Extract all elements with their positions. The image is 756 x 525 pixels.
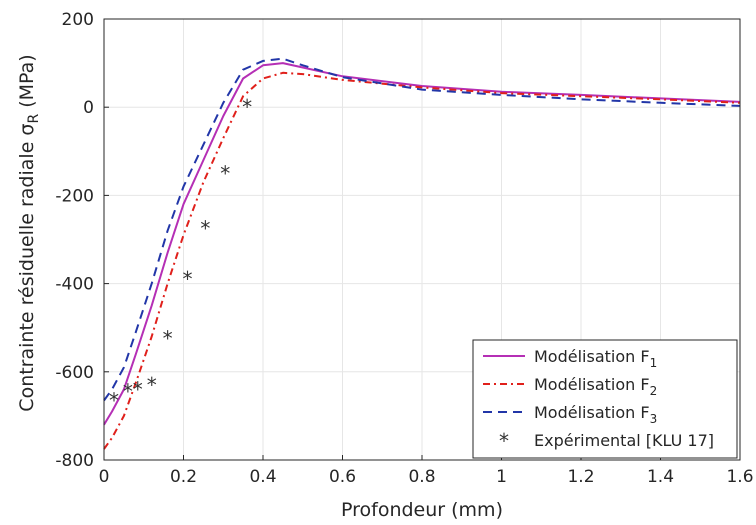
legend-label-f1-sub: 1 (650, 356, 658, 370)
x-tick-label: 1.2 (567, 467, 594, 487)
plot-frame (103, 18, 741, 461)
x-tick-label: 0.6 (329, 467, 356, 487)
legend: Modélisation F1 Modélisation F2 Modélisa… (472, 339, 738, 459)
experimental-point: * (109, 388, 119, 412)
x-axis-ticks: 0 0.2 0.4 0.6 0.8 1 1.2 1.4 1.6 (99, 455, 754, 487)
x-tick-label: 1.4 (647, 467, 674, 487)
y-axis-title-main: Contrainte résiduelle radiale σ (16, 124, 38, 412)
series-layer: * * * ****** (103, 57, 741, 450)
x-tick-label: 0.2 (170, 467, 197, 487)
y-axis-ticks: -800 -600 -400 -200 0 200 (55, 10, 109, 471)
experimental-point: * (123, 380, 133, 404)
x-tick-label: 1.6 (726, 467, 753, 487)
y-tick-label: -200 (55, 186, 94, 206)
series-line-f1 (103, 62, 741, 426)
legend-label-f3: Modélisation F3 (534, 403, 657, 426)
legend-box (472, 339, 738, 459)
legend-swatch-experimental: * (499, 429, 509, 453)
series-line-f2 (103, 71, 741, 450)
x-tick-label: 1 (496, 467, 507, 487)
y-axis-title-unit: (MPa) (16, 54, 38, 114)
y-tick-label: -400 (55, 275, 94, 295)
y-tick-label: 0 (83, 98, 94, 118)
experimental-point: * (163, 327, 173, 351)
legend-label-f1: Modélisation F1 (534, 347, 657, 370)
y-axis-title-subscript: R (26, 114, 42, 124)
y-tick-label: -600 (55, 363, 94, 383)
legend-label-f1-main: Modélisation F (534, 347, 650, 366)
legend-label-f2: Modélisation F2 (534, 375, 657, 398)
legend-label-f3-sub: 3 (650, 412, 658, 426)
experimental-point: * (147, 373, 157, 397)
y-tick-label: -800 (55, 451, 94, 471)
experimental-point: * (220, 161, 230, 185)
y-tick-label: 200 (62, 10, 94, 30)
series-line-f3 (103, 57, 741, 402)
x-tick-label: 0.4 (249, 467, 276, 487)
legend-label-f2-main: Modélisation F (534, 375, 650, 394)
y-axis-title: Contrainte résiduelle radiale σR (MPa) (16, 54, 42, 411)
legend-label-experimental: Expérimental [KLU 17] (534, 431, 714, 450)
x-axis-title: Profondeur (mm) (341, 499, 503, 521)
experimental-point: * (182, 267, 192, 291)
experimental-point: * (242, 95, 252, 119)
x-tick-label: 0.8 (408, 467, 435, 487)
experimental-point: * (200, 216, 210, 240)
legend-label-f3-main: Modélisation F (534, 403, 650, 422)
experimental-point: * (133, 377, 143, 401)
x-tick-label: 0 (99, 467, 110, 487)
legend-label-f2-sub: 2 (650, 384, 658, 398)
